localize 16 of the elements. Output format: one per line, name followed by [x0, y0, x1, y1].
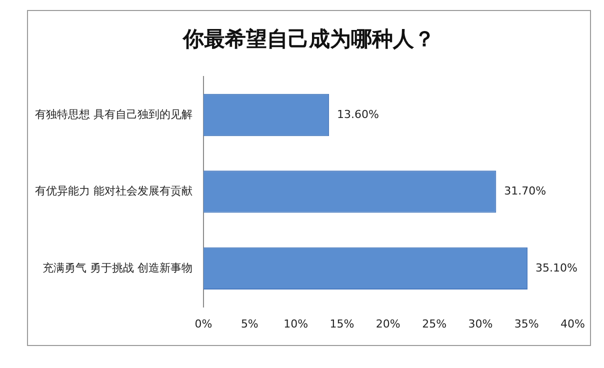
x-tick-label: 15% — [330, 317, 354, 330]
x-tick-label: 20% — [376, 317, 400, 330]
x-tick-label: 25% — [422, 317, 447, 330]
chart-title: 你最希望自己成为哪种人？ — [181, 26, 436, 53]
x-tick-label: 40% — [560, 317, 585, 330]
x-tick-label: 10% — [284, 317, 308, 330]
data-label: 13.60% — [337, 108, 380, 121]
y-tick-label: 有独特思想 具有自己独到的见解 — [34, 108, 192, 121]
y-tick-label: 有优异能力 能对社会发展有贡献 — [34, 184, 192, 198]
x-tick-label: 30% — [468, 317, 493, 330]
x-tick-label: 35% — [514, 317, 539, 330]
data-label: 35.10% — [536, 261, 578, 274]
data-label: 31.70% — [504, 184, 546, 198]
x-tick-label: 0% — [194, 317, 212, 330]
y-tick-label: 充满勇气 勇于挑战 创造新事物 — [42, 261, 192, 274]
x-tick-label: 5% — [240, 317, 258, 330]
